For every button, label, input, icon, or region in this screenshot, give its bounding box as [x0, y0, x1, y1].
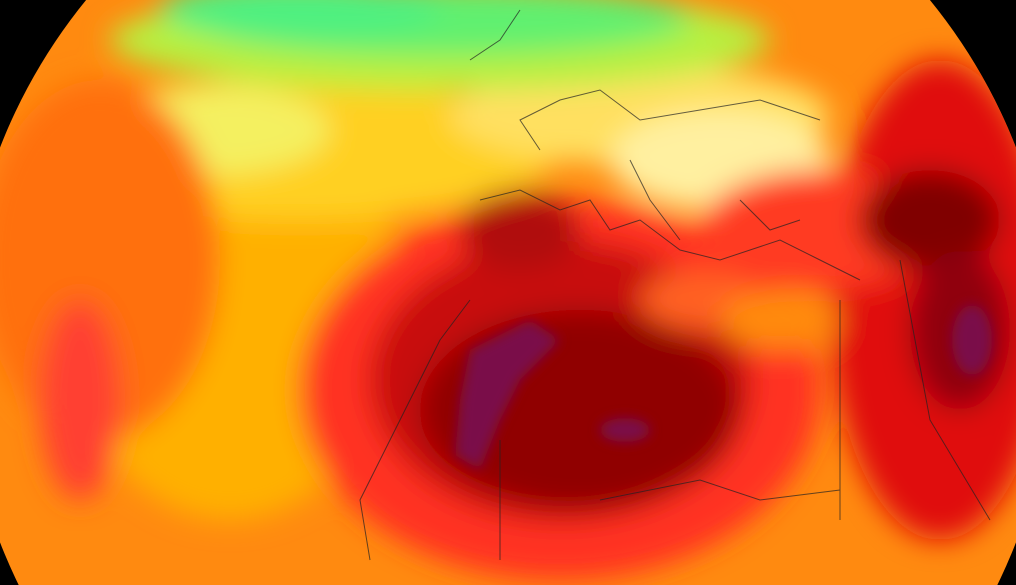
border — [499, 259, 991, 560]
peak-area — [952, 305, 992, 375]
coastline — [359, 299, 471, 561]
peak-area — [600, 418, 650, 442]
coastline — [479, 189, 861, 281]
coastline — [469, 9, 821, 151]
hot-area — [0, 80, 220, 440]
peak-field — [455, 305, 992, 470]
coastline — [629, 159, 801, 241]
extreme-area — [860, 170, 1000, 270]
hot-area — [40, 300, 120, 500]
cool-area — [160, 0, 440, 40]
peak-area — [455, 320, 560, 470]
extreme-area — [460, 190, 580, 270]
coastlines — [359, 9, 991, 561]
warm-area — [720, 290, 840, 350]
